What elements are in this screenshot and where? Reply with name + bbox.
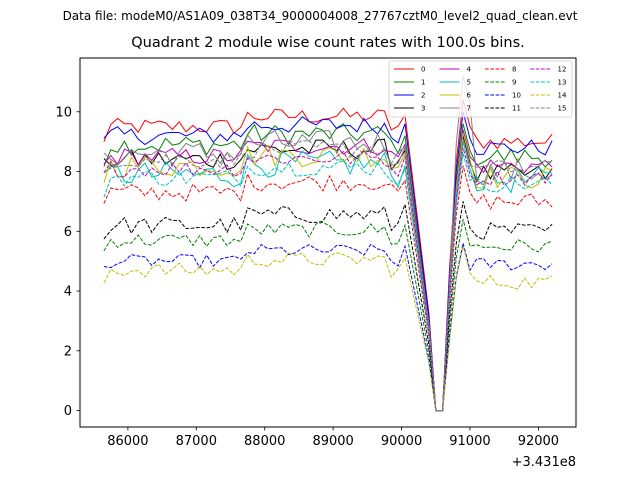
x-offset-label: +3.431e8 (512, 455, 576, 470)
legend-label-12: 12 (558, 66, 567, 74)
x-tick-label: 92000 (518, 434, 559, 449)
legend-label-15: 15 (558, 105, 567, 113)
legend-label-9: 9 (512, 79, 516, 87)
legend-label-2: 2 (421, 92, 425, 100)
legend-label-11: 11 (512, 105, 521, 113)
legend-label-13: 13 (558, 79, 567, 87)
legend-label-6: 6 (467, 92, 472, 100)
axes-frame (79, 57, 577, 428)
legend-label-5: 5 (467, 79, 471, 87)
series-line-11 (103, 201, 553, 412)
y-tick-label: 10 (55, 105, 72, 120)
series-line-10 (103, 243, 553, 412)
y-tick-label: 0 (64, 404, 72, 419)
legend-label-7: 7 (467, 105, 471, 113)
series-line-7 (103, 75, 553, 412)
legend-label-4: 4 (467, 66, 472, 74)
series-line-6 (103, 132, 553, 412)
series-line-2 (103, 111, 553, 412)
y-tick-label: 2 (64, 344, 72, 359)
figure-suptitle: Data file: modeM0/AS1A09_038T34_90000040… (62, 9, 578, 23)
ticks-layer: 86000 87000 88000 89000 90000 91000 92000 0 2 4 6 8… (55, 105, 559, 449)
series-line-12 (103, 147, 553, 412)
chart-title: Quadrant 2 module wise count rates with … (131, 35, 525, 51)
series-layer (103, 75, 553, 412)
series-line-1 (103, 123, 553, 412)
y-tick-label: 6 (64, 225, 72, 240)
series-line-4 (103, 129, 553, 412)
legend-label-8: 8 (512, 66, 516, 74)
x-tick-label: 86000 (107, 434, 148, 449)
legend-label-1: 1 (421, 79, 425, 87)
x-tick-label: 91000 (449, 434, 490, 449)
y-tick-label: 8 (64, 165, 72, 180)
legend-label-10: 10 (512, 92, 521, 100)
legend-label-14: 14 (558, 92, 567, 100)
y-tick-label: 4 (64, 285, 72, 300)
series-line-9 (103, 219, 553, 412)
series-line-0 (103, 99, 553, 412)
x-tick-label: 87000 (176, 434, 217, 449)
series-line-3 (103, 135, 553, 412)
legend-label-0: 0 (421, 66, 425, 74)
x-tick-label: 88000 (244, 434, 285, 449)
x-tick-label: 90000 (381, 434, 422, 449)
legend-label-3: 3 (421, 105, 425, 113)
series-line-13 (103, 153, 553, 412)
series-line-15 (103, 138, 553, 412)
series-line-8 (103, 165, 553, 412)
series-line-14 (103, 246, 553, 412)
legend-box (388, 60, 573, 118)
x-tick-label: 89000 (312, 434, 353, 449)
